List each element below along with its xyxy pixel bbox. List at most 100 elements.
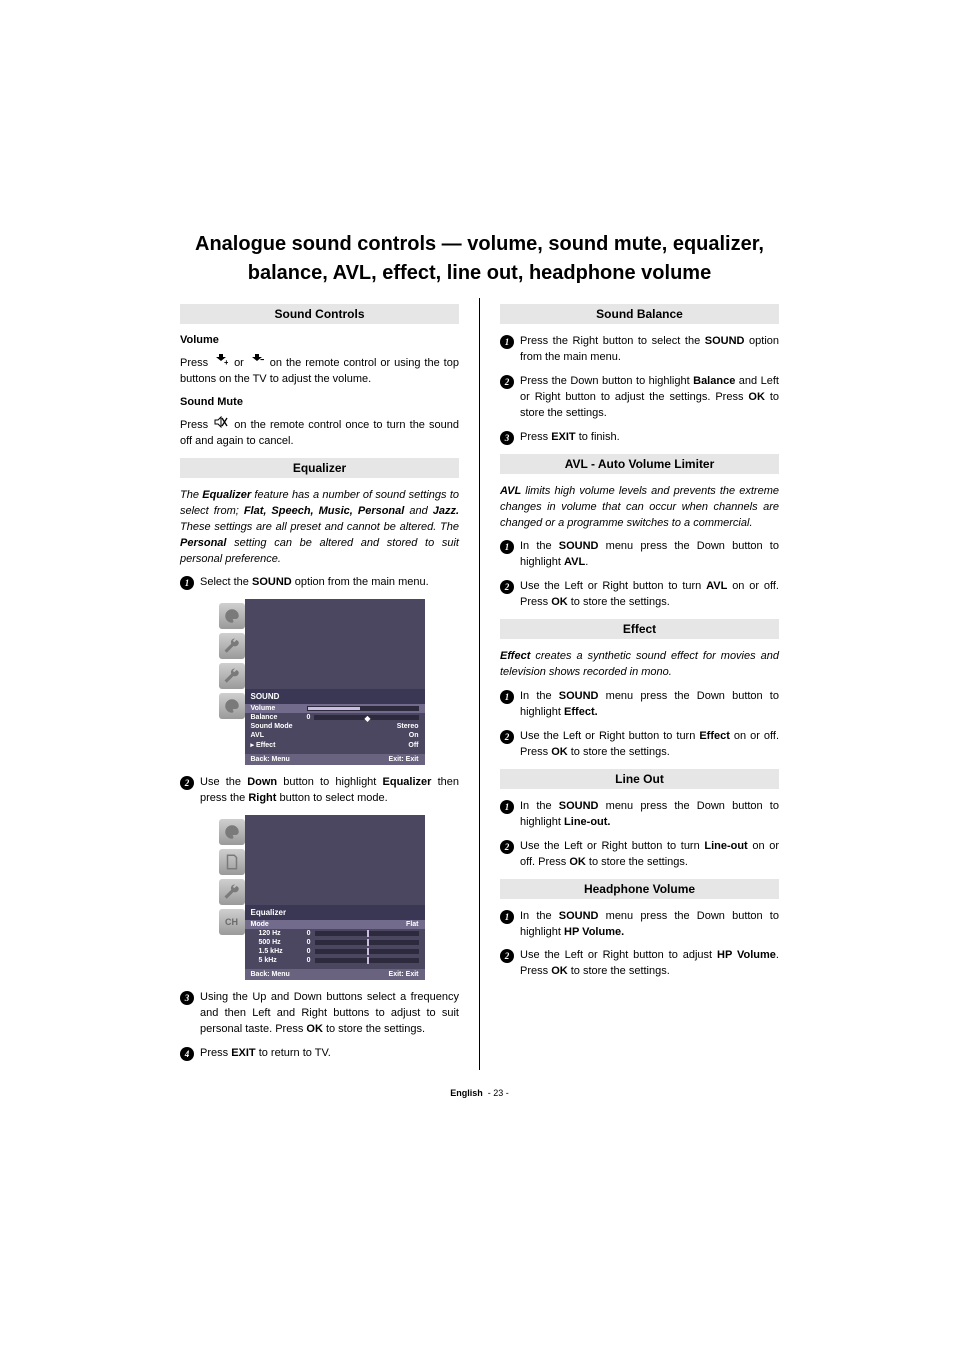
osd-eq-row: 500 Hz 0 <box>245 938 425 947</box>
hp-step-1: 1 In the SOUND menu press the Down button… <box>500 909 779 941</box>
step-text: In the SOUND menu press the Down button … <box>520 909 779 941</box>
step-number-icon: 2 <box>500 730 514 744</box>
palette-icon <box>219 819 245 845</box>
step-number-icon: 3 <box>500 431 514 445</box>
osd-row: Balance0◆ <box>245 713 425 722</box>
step-number-icon: 1 <box>500 910 514 924</box>
osd-row-label: Sound Mode <box>251 723 303 730</box>
channel-icon: CH <box>219 909 245 935</box>
osd-row-value: Flat <box>406 921 418 928</box>
left-column: Sound Controls Volume Press + or − on th… <box>180 298 459 1070</box>
step-number-icon: 2 <box>500 580 514 594</box>
osd-back: Back: Menu <box>251 971 290 978</box>
step-text: In the SOUND menu press the Down button … <box>520 689 779 721</box>
step-number-icon: 2 <box>500 949 514 963</box>
eq-zero: 0 <box>303 930 311 937</box>
step-text: Press EXIT to return to TV. <box>200 1046 459 1062</box>
section-balance-head: Sound Balance <box>500 304 779 324</box>
osd-sound-menu: SOUND VolumeBalance0◆Sound ModeStereoAVL… <box>180 599 459 765</box>
step-number-icon: 4 <box>180 1047 194 1061</box>
osd-footer: Back: Menu Exit: Exit <box>245 754 425 765</box>
step-text: In the SOUND menu press the Down button … <box>520 799 779 831</box>
osd-sidebar-icons <box>215 599 245 765</box>
vol-minus-icon: − <box>250 354 264 372</box>
vol-plus-icon: + <box>214 354 228 372</box>
osd-rows: VolumeBalance0◆Sound Mode Stereo AVL On ▸ Ef… <box>245 704 425 750</box>
eq-bar <box>315 949 419 954</box>
eq-zero: 0 <box>303 939 311 946</box>
osd-title: SOUND <box>245 689 425 704</box>
wrench-icon <box>219 663 245 689</box>
column-divider <box>479 298 480 1070</box>
osd-row: AVL On <box>245 731 425 740</box>
osd-sidebar-icons: CH <box>215 815 245 980</box>
osd-row-zero: 0 <box>307 714 311 721</box>
page: Analogue sound controls — volume, sound … <box>0 0 954 1098</box>
step-number-icon: 2 <box>500 375 514 389</box>
eq-freq-label: 120 Hz <box>259 930 299 937</box>
section-hp-head: Headphone Volume <box>500 879 779 899</box>
svg-text:+: + <box>224 358 228 366</box>
page-title: Analogue sound controls — volume, sound … <box>180 230 779 288</box>
balance-step-3: 3 Press EXIT to finish. <box>500 430 779 446</box>
avl-intro: AVL limits high volume levels and preven… <box>500 484 779 532</box>
osd-row-label: AVL <box>251 732 303 739</box>
osd-eq-row: 5 kHz 0 <box>245 956 425 965</box>
osd-footer: Back: Menu Exit: Exit <box>245 969 425 980</box>
osd-panel: SOUND VolumeBalance0◆Sound ModeStereoAVL… <box>245 599 425 765</box>
step-text: Press the Down button to highlight Balan… <box>520 374 779 422</box>
two-column-layout: Sound Controls Volume Press + or − on th… <box>180 298 779 1070</box>
osd-back: Back: Menu <box>251 756 290 763</box>
step-number-icon: 1 <box>500 335 514 349</box>
eq-bar <box>315 958 419 963</box>
osd-bar <box>307 706 419 711</box>
osd-row-label: ▸ Effect <box>251 741 303 749</box>
right-column: Sound Balance 1Press the Right button to… <box>500 298 779 1070</box>
osd-eq-row: 120 Hz 0 <box>245 929 425 938</box>
osd-row: Mode Flat <box>245 920 425 929</box>
step-number-icon: 1 <box>500 800 514 814</box>
step-text: Use the Left or Right button to adjust H… <box>520 948 779 980</box>
lineout-step-1: 1 In the SOUND menu press the Down button… <box>500 799 779 831</box>
eq-zero: 0 <box>303 948 311 955</box>
osd-rows: Mode Flat 120 Hz 0 500 Hz 0 1.5 kHz 0 5 kHz 0 <box>245 920 425 965</box>
eq-step-4: 4 Press EXIT to return to TV. <box>180 1046 459 1062</box>
balance-step-1: 1Press the Right button to select the SO… <box>500 334 779 366</box>
eq-freq-label: 500 Hz <box>259 939 299 946</box>
palette-icon <box>219 693 245 719</box>
eq-step-2: 2 Use the Down button to highlight Equal… <box>180 775 459 807</box>
osd-row: Sound Mode Stereo <box>245 722 425 731</box>
eq-step-3: 3 Using the Up and Down buttons select a… <box>180 990 459 1038</box>
eq-bar <box>315 931 419 936</box>
osd-exit: Exit: Exit <box>389 756 419 763</box>
osd-row-label: Mode <box>251 921 303 928</box>
osd-row-label: Volume <box>251 705 303 712</box>
step-text: Select the SOUND option from the main me… <box>200 575 459 591</box>
text: or <box>234 357 248 369</box>
osd-row-value: Stereo <box>397 723 419 730</box>
avl-step-1: 1In the SOUND menu press the Down button… <box>500 539 779 571</box>
balance-step-2: 2 Press the Down button to highlight Bala… <box>500 374 779 422</box>
equalizer-intro: The Equalizer feature has a number of so… <box>180 488 459 568</box>
eq-bar <box>315 940 419 945</box>
effect-step-2: 2Use the Left or Right button to turn Ef… <box>500 729 779 761</box>
step-text: Use the Left or Right button to turn Lin… <box>520 839 779 871</box>
text: Press <box>180 419 212 431</box>
text: Press <box>180 357 212 369</box>
eq-freq-label: 1.5 kHz <box>259 948 299 955</box>
osd-slider: ◆ <box>314 715 418 720</box>
wrench-icon <box>219 879 245 905</box>
osd-row-value: On <box>409 732 419 739</box>
step-text: Use the Left or Right button to turn AVL… <box>520 579 779 611</box>
section-lineout-head: Line Out <box>500 769 779 789</box>
eq-freq-label: 5 kHz <box>259 957 299 964</box>
step-text: Press EXIT to finish. <box>520 430 779 446</box>
osd-title: Equalizer <box>245 905 425 920</box>
osd-row-value: Off <box>408 742 418 749</box>
hp-step-2: 2 Use the Left or Right button to adjust … <box>500 948 779 980</box>
mute-icon <box>214 416 228 434</box>
step-text: Use the Down button to highlight Equaliz… <box>200 775 459 807</box>
effect-intro: Effect creates a synthetic sound effect … <box>500 649 779 681</box>
step-number-icon: 1 <box>500 540 514 554</box>
eq-zero: 0 <box>303 957 311 964</box>
